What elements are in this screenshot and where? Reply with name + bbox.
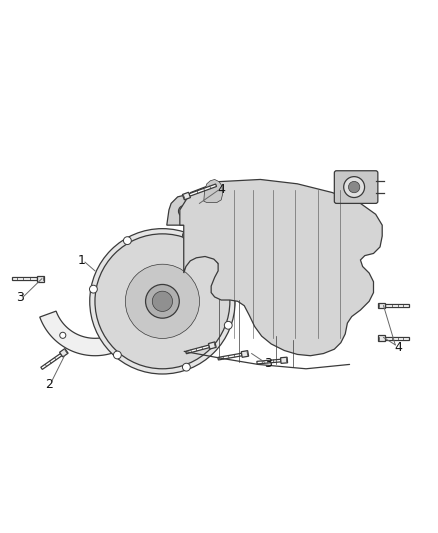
Text: 4: 4 xyxy=(395,341,403,353)
Circle shape xyxy=(60,332,66,338)
Polygon shape xyxy=(218,353,242,360)
Circle shape xyxy=(183,364,190,371)
Circle shape xyxy=(95,234,230,369)
Polygon shape xyxy=(12,277,37,280)
Polygon shape xyxy=(378,303,385,309)
Circle shape xyxy=(113,351,121,359)
Circle shape xyxy=(124,332,130,338)
Circle shape xyxy=(152,291,173,311)
Text: 3: 3 xyxy=(16,292,24,304)
Polygon shape xyxy=(40,277,154,356)
Polygon shape xyxy=(167,195,201,225)
Polygon shape xyxy=(180,180,382,356)
Circle shape xyxy=(179,206,190,217)
Polygon shape xyxy=(37,276,44,281)
Text: 3: 3 xyxy=(264,357,272,369)
Polygon shape xyxy=(281,357,288,364)
Polygon shape xyxy=(208,342,216,349)
Polygon shape xyxy=(385,304,409,307)
Text: 2: 2 xyxy=(45,378,53,391)
Circle shape xyxy=(145,285,179,318)
Circle shape xyxy=(89,285,97,293)
Polygon shape xyxy=(60,349,68,357)
Circle shape xyxy=(141,285,147,292)
FancyBboxPatch shape xyxy=(334,171,378,204)
Circle shape xyxy=(90,229,235,374)
Polygon shape xyxy=(186,345,209,354)
Polygon shape xyxy=(241,351,249,357)
Text: 1: 1 xyxy=(78,254,86,268)
Polygon shape xyxy=(41,353,62,369)
Circle shape xyxy=(183,231,190,239)
Text: 4: 4 xyxy=(217,182,225,196)
Polygon shape xyxy=(189,184,216,196)
Circle shape xyxy=(139,311,145,317)
Polygon shape xyxy=(385,337,409,340)
Circle shape xyxy=(124,237,131,245)
Circle shape xyxy=(344,176,364,198)
Circle shape xyxy=(224,321,232,329)
Circle shape xyxy=(125,264,200,338)
Polygon shape xyxy=(378,335,385,341)
Circle shape xyxy=(349,181,360,193)
Polygon shape xyxy=(257,359,281,364)
Polygon shape xyxy=(182,192,191,200)
Polygon shape xyxy=(204,180,223,203)
Circle shape xyxy=(224,273,232,281)
